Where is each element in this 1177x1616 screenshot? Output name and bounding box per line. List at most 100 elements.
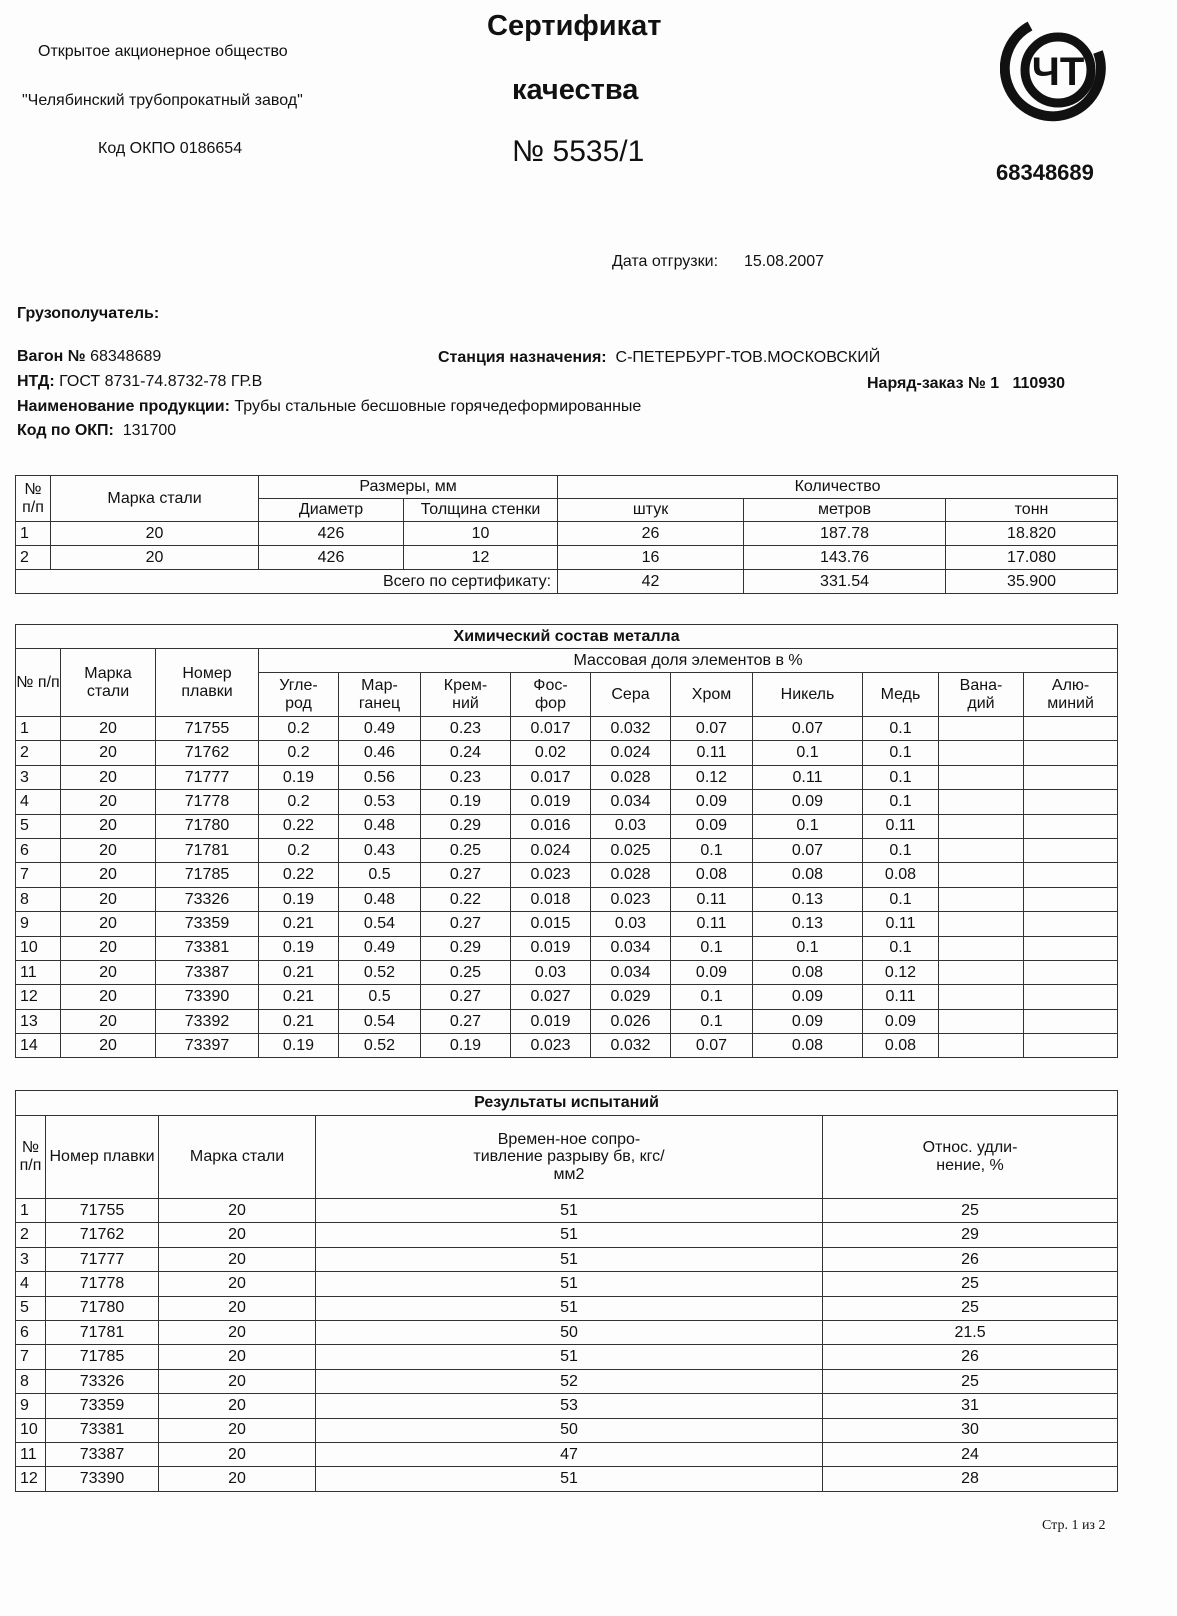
heat-number: 71781 — [155, 837, 259, 864]
vanadium — [938, 935, 1024, 961]
phosphorus: 0.016 — [510, 813, 591, 839]
silicon: 0.27 — [420, 1008, 511, 1035]
header-element: Сера — [590, 672, 671, 717]
row-num: 8 — [15, 886, 61, 913]
tensile-strength: 52 — [315, 1368, 823, 1395]
tons: 17.080 — [945, 545, 1119, 570]
row-num: 6 — [15, 1319, 46, 1346]
certificate-number: № 5535/1 — [512, 135, 645, 168]
heat-number: 73390 — [155, 984, 259, 1010]
elongation: 31 — [821, 1393, 1119, 1419]
table-row: 1 71755 20 51 25 — [15, 1197, 1119, 1224]
heat-number: 71780 — [45, 1295, 159, 1321]
chemical-composition-table: Химический состав металла № п/п Марка ста… — [14, 624, 1119, 1059]
order-number: 1 — [990, 375, 1000, 392]
phosphorus: 0.019 — [510, 935, 591, 961]
header-num: № п/п — [15, 648, 61, 717]
steel-grade: 20 — [50, 521, 259, 546]
heat-number: 71777 — [155, 764, 259, 791]
wagon-label: Вагон № — [17, 348, 86, 365]
vanadium — [938, 837, 1024, 864]
steel-grade: 20 — [60, 862, 156, 888]
manganese: 0.52 — [338, 959, 421, 986]
header-diameter: Диаметр — [258, 498, 404, 522]
nickel: 0.1 — [752, 813, 863, 839]
vanadium — [938, 862, 1024, 888]
steel-grade: 20 — [60, 935, 156, 961]
chromium: 0.1 — [670, 837, 753, 864]
nickel: 0.08 — [752, 862, 863, 888]
vanadium — [938, 715, 1024, 742]
row-num: 4 — [15, 1271, 46, 1297]
steel-grade: 20 — [60, 813, 156, 839]
aluminum — [1022, 1033, 1119, 1059]
steel-grade: 20 — [60, 984, 156, 1010]
wall-thickness: 10 — [402, 521, 559, 546]
heat-number: 71781 — [45, 1319, 159, 1346]
company-name: "Челябинский трубопрокатный завод" — [22, 92, 303, 109]
nickel: 0.09 — [752, 789, 863, 815]
chem-title: Химический состав металла — [14, 624, 1119, 649]
manganese: 0.54 — [338, 1008, 421, 1035]
sulfur: 0.034 — [590, 789, 671, 815]
steel-grade: 20 — [158, 1393, 316, 1419]
sulfur: 0.028 — [590, 862, 671, 888]
aluminum — [1022, 862, 1119, 888]
order-code: 110930 — [1012, 375, 1066, 392]
table-row: 3 71777 20 51 26 — [15, 1246, 1119, 1273]
table-row: 10 73381 20 50 30 — [15, 1417, 1119, 1443]
table-row: 1 20 426 10 26 187.78 18.820 — [15, 521, 1119, 546]
silicon: 0.24 — [420, 740, 511, 766]
tons: 18.820 — [945, 521, 1119, 546]
vanadium — [938, 1033, 1024, 1059]
carbon: 0.21 — [258, 959, 339, 986]
table-row: 6 20 71781 0.2 0.43 0.25 0.024 0.025 0.1 0.07 0.1 — [15, 837, 1119, 864]
row-num: 14 — [15, 1033, 61, 1059]
silicon: 0.23 — [420, 764, 511, 791]
table-row: 1 20 71755 0.2 0.49 0.23 0.017 0.032 0.07 0.07 0.1 — [15, 715, 1119, 742]
copper: 0.11 — [862, 911, 939, 937]
carbon: 0.19 — [258, 886, 339, 913]
row-num: 10 — [15, 1417, 46, 1443]
silicon: 0.29 — [420, 935, 511, 961]
test-results-table: Результаты испытаний № п/п Номер плавки Ма… — [14, 1090, 1119, 1492]
elongation: 25 — [821, 1295, 1119, 1321]
elongation: 24 — [821, 1441, 1119, 1468]
title-quality: качества — [512, 74, 639, 106]
chromium: 0.08 — [670, 862, 753, 888]
carbon: 0.2 — [258, 740, 339, 766]
phosphorus: 0.017 — [510, 715, 591, 742]
row-num: 10 — [15, 935, 61, 961]
pieces: 26 — [557, 521, 745, 546]
meters: 187.78 — [743, 521, 947, 546]
station: С-ПЕТЕРБУРГ-ТОВ.МОСКОВСКИЙ — [615, 349, 881, 366]
table-row: 12 73390 20 51 28 — [15, 1466, 1119, 1492]
heat-number: 73359 — [155, 911, 259, 937]
copper: 0.09 — [862, 1008, 939, 1035]
aluminum — [1022, 789, 1119, 815]
tensile-strength: 51 — [315, 1197, 823, 1224]
table-row: 6 71781 20 50 21.5 — [15, 1319, 1119, 1346]
header-mass-fraction: Массовая доля элементов в % — [257, 648, 1119, 673]
silicon: 0.19 — [420, 789, 511, 815]
steel-grade: 20 — [50, 545, 259, 570]
silicon: 0.25 — [420, 959, 511, 986]
header-element: Алю-миний — [1022, 672, 1119, 717]
steel-grade: 20 — [158, 1246, 316, 1273]
copper: 0.1 — [862, 764, 939, 791]
carbon: 0.19 — [258, 764, 339, 791]
manganese: 0.54 — [338, 911, 421, 937]
nickel: 0.08 — [752, 1033, 863, 1059]
sulfur: 0.032 — [590, 1033, 671, 1059]
row-num: 11 — [15, 1441, 46, 1468]
chromium: 0.09 — [670, 813, 753, 839]
manganese: 0.56 — [338, 764, 421, 791]
total-tons: 35.900 — [945, 569, 1119, 594]
company-type: Открытое акционерное общество — [38, 43, 288, 60]
silicon: 0.27 — [420, 984, 511, 1010]
table-row: 9 20 73359 0.21 0.54 0.27 0.015 0.03 0.11 0.13 0.1… — [15, 911, 1119, 937]
carbon: 0.21 — [258, 984, 339, 1010]
steel-grade: 20 — [60, 1008, 156, 1035]
heat-number: 73359 — [45, 1393, 159, 1419]
header-grade: Марка стали — [50, 475, 259, 522]
